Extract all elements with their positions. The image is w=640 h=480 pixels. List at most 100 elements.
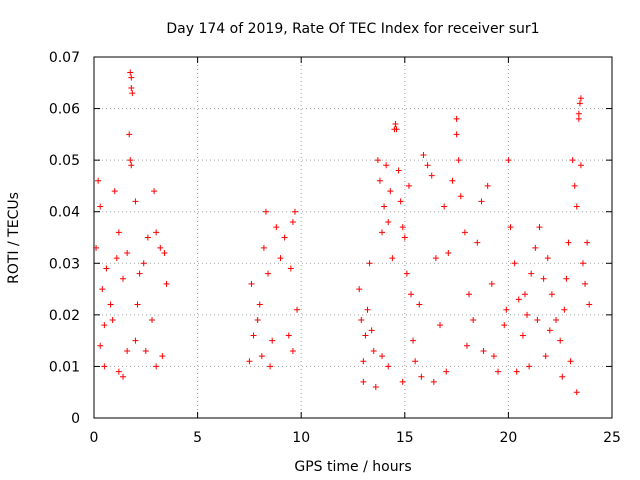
data-point bbox=[430, 378, 437, 385]
data-point bbox=[559, 373, 566, 380]
data-point bbox=[582, 280, 589, 287]
data-point bbox=[392, 121, 399, 128]
data-points bbox=[93, 69, 593, 396]
data-point bbox=[254, 317, 261, 324]
data-point bbox=[248, 280, 255, 287]
data-point bbox=[387, 188, 394, 195]
data-point bbox=[461, 229, 468, 236]
data-point bbox=[484, 182, 491, 189]
data-point bbox=[265, 270, 272, 277]
data-point bbox=[294, 306, 301, 313]
data-point bbox=[101, 363, 108, 370]
x-tick-label: 5 bbox=[193, 430, 202, 446]
x-tick-label: 20 bbox=[499, 430, 517, 446]
data-point bbox=[93, 244, 100, 251]
data-point bbox=[97, 203, 104, 210]
data-point bbox=[577, 95, 584, 102]
data-point bbox=[453, 115, 460, 122]
data-point bbox=[128, 84, 135, 91]
data-point bbox=[153, 363, 160, 370]
data-point bbox=[399, 224, 406, 231]
data-point bbox=[151, 188, 158, 195]
y-tick-label: 0.04 bbox=[49, 205, 80, 221]
data-point bbox=[561, 306, 568, 313]
data-point bbox=[553, 317, 560, 324]
y-tick-label: 0 bbox=[71, 411, 80, 427]
data-point bbox=[534, 317, 541, 324]
data-point bbox=[128, 162, 135, 169]
data-point bbox=[385, 363, 392, 370]
data-point bbox=[267, 363, 274, 370]
data-point bbox=[379, 229, 386, 236]
axis-ticks bbox=[93, 56, 613, 419]
data-point bbox=[120, 373, 127, 380]
data-point bbox=[132, 337, 139, 344]
data-point bbox=[370, 347, 377, 354]
data-point bbox=[586, 301, 593, 308]
data-point bbox=[109, 317, 116, 324]
data-point bbox=[544, 255, 551, 262]
data-point bbox=[428, 172, 435, 179]
data-point bbox=[107, 301, 114, 308]
data-point bbox=[153, 229, 160, 236]
data-point bbox=[557, 337, 564, 344]
data-point bbox=[99, 286, 106, 293]
data-point bbox=[356, 286, 363, 293]
data-point bbox=[262, 208, 269, 215]
data-point bbox=[376, 177, 383, 184]
data-point bbox=[127, 69, 134, 76]
data-point bbox=[362, 332, 369, 339]
data-point bbox=[424, 162, 431, 169]
data-point bbox=[536, 224, 543, 231]
data-point bbox=[115, 229, 122, 236]
data-point bbox=[569, 157, 576, 164]
data-point bbox=[524, 311, 531, 318]
data-point bbox=[157, 244, 164, 251]
data-point bbox=[142, 347, 149, 354]
data-point bbox=[576, 100, 583, 107]
data-point bbox=[124, 249, 131, 256]
data-point bbox=[256, 301, 263, 308]
y-tick-label: 0.05 bbox=[49, 153, 80, 169]
data-point bbox=[395, 167, 402, 174]
x-tick-label: 10 bbox=[292, 430, 310, 446]
data-point bbox=[478, 198, 485, 205]
x-tick-label: 15 bbox=[396, 430, 414, 446]
data-point bbox=[269, 337, 276, 344]
data-point bbox=[503, 306, 510, 313]
data-point bbox=[528, 270, 535, 277]
data-point bbox=[113, 255, 120, 262]
data-point bbox=[134, 301, 141, 308]
data-point bbox=[277, 255, 284, 262]
data-point bbox=[287, 265, 294, 272]
data-point bbox=[385, 219, 392, 226]
data-point bbox=[540, 275, 547, 282]
data-point bbox=[144, 234, 151, 241]
data-point bbox=[501, 322, 508, 329]
data-point bbox=[515, 296, 522, 303]
data-point bbox=[374, 157, 381, 164]
data-point bbox=[250, 332, 257, 339]
data-point bbox=[405, 182, 412, 189]
y-tick-label: 0.02 bbox=[49, 308, 80, 324]
data-point bbox=[408, 291, 415, 298]
data-point bbox=[505, 157, 512, 164]
data-point bbox=[381, 203, 388, 210]
data-point bbox=[103, 265, 110, 272]
data-point bbox=[532, 244, 539, 251]
data-point bbox=[360, 358, 367, 365]
data-point bbox=[573, 203, 580, 210]
grid-lines bbox=[94, 57, 612, 418]
data-point bbox=[127, 157, 134, 164]
data-point bbox=[480, 347, 487, 354]
data-point bbox=[258, 353, 265, 360]
data-point bbox=[546, 327, 553, 334]
data-point bbox=[366, 260, 373, 267]
data-point bbox=[136, 270, 143, 277]
data-point bbox=[403, 270, 410, 277]
data-point bbox=[441, 203, 448, 210]
data-point bbox=[521, 291, 528, 298]
data-point bbox=[163, 280, 170, 287]
data-point bbox=[129, 90, 136, 97]
data-point bbox=[542, 353, 549, 360]
